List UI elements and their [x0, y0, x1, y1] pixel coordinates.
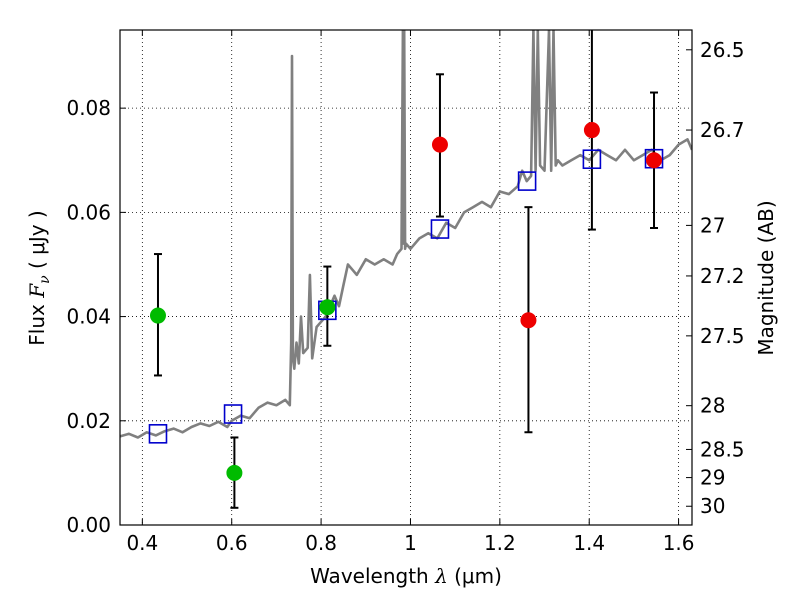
y-tick-label: 0.08 [66, 96, 111, 120]
magnitude-tick-label: 26.7 [700, 118, 745, 142]
model-photometry-square [517, 171, 537, 191]
model-photometry-square [582, 149, 602, 170]
observed-green-point [319, 299, 336, 316]
model-photometry-square [148, 424, 168, 444]
x-tick-label: 1 [404, 531, 417, 555]
model-photometry-square [223, 404, 243, 424]
y-tick-label: 0.02 [66, 409, 111, 433]
model-photometry-square [430, 219, 450, 239]
magnitude-axis-ticks: 26.5 26.7 27 27.2 27.5 28 28.5 29 30 [686, 38, 745, 518]
magnitude-axis-title: Magnitude (AB) [754, 200, 778, 355]
x-tick-label: 0.6 [216, 531, 248, 555]
magnitude-tick-label: 30 [700, 494, 725, 518]
plot-frame [119, 29, 693, 526]
x-axis-title: Wavelength λ (μm) [310, 564, 502, 588]
magnitude-tick-label: 27.2 [700, 264, 745, 288]
magnitude-tick-label: 27 [700, 213, 725, 237]
observed-green-point [149, 307, 166, 324]
x-tick-label: 1.2 [484, 531, 516, 555]
y-axis-ticks: 0.00 0.02 0.04 0.06 0.08 [66, 96, 126, 537]
x-tick-label: 0.4 [126, 531, 158, 555]
y-axis-title: Flux Fν ( μJy ) [25, 210, 53, 345]
magnitude-tick-label: 27.5 [700, 324, 745, 348]
grid-lines [120, 30, 692, 525]
x-axis-ticks: 0.4 0.6 0.8 1 1.2 1.4 1.6 [126, 30, 695, 555]
observed-green-point [226, 464, 243, 481]
observed-red-point [520, 312, 537, 329]
spectrum-layer [120, 30, 692, 439]
x-tick-label: 1.6 [663, 531, 695, 555]
spectrum-line [120, 30, 692, 439]
x-tick-label: 0.8 [305, 531, 337, 555]
observed-red-point [431, 136, 448, 153]
observed-red-point [583, 122, 600, 139]
plot-area-background [120, 30, 692, 525]
y-tick-label: 0.06 [66, 200, 111, 224]
y-tick-label: 0.04 [66, 305, 111, 329]
x-tick-label: 1.4 [573, 531, 605, 555]
y-tick-label: 0.00 [66, 513, 111, 537]
magnitude-tick-label: 28 [700, 394, 725, 418]
observed-red-point [646, 152, 663, 169]
magnitude-tick-label: 26.5 [700, 38, 745, 62]
magnitude-tick-label: 28.5 [700, 437, 745, 461]
marker-layer [148, 122, 664, 481]
magnitude-tick-label: 29 [700, 466, 725, 490]
